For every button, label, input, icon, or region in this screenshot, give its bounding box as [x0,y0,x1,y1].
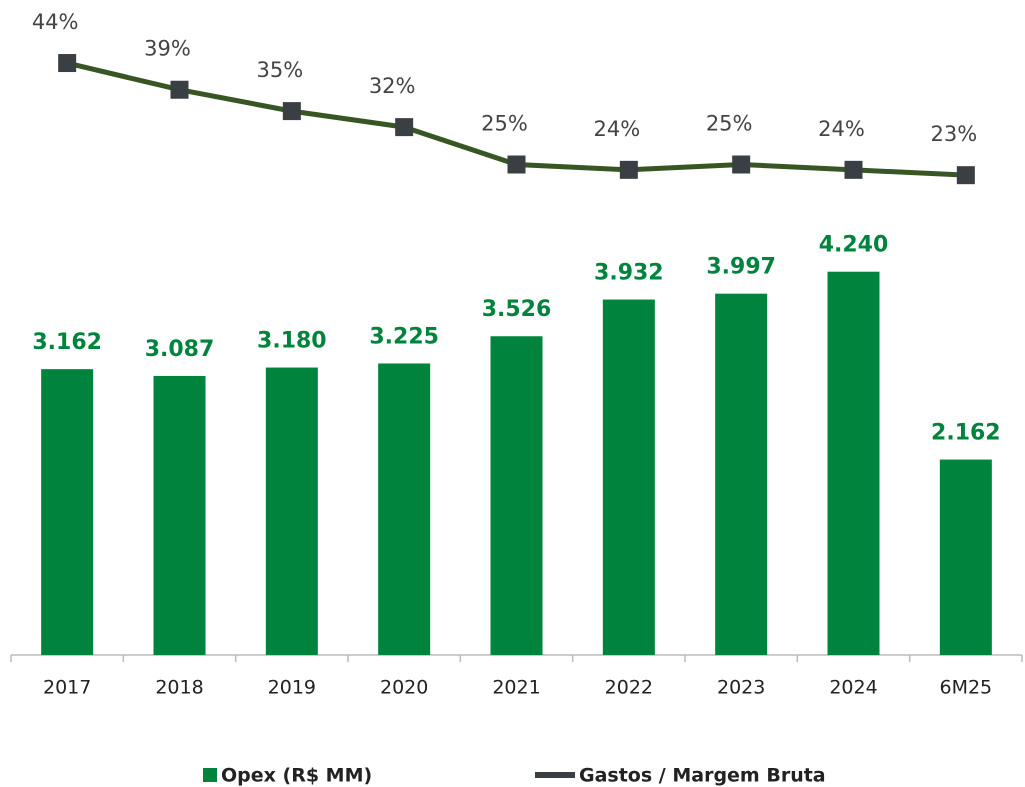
bar [153,375,206,655]
bar [827,271,880,655]
point-label: 25% [706,112,753,136]
bar [939,459,992,655]
bar-value-label: 3.225 [369,324,439,349]
legend-swatch [535,772,575,778]
x-tick-label: 2019 [268,677,316,699]
bar [715,293,768,655]
point-label: 32% [369,74,416,98]
x-tick-label: 2022 [605,677,653,699]
x-tick-label: 6M25 [939,677,992,699]
bar-value-label: 3.087 [145,337,215,362]
bar [265,367,318,655]
marker [282,102,301,121]
x-tick-label: 2023 [717,677,765,699]
marker [395,118,414,137]
marker [732,155,751,174]
bar-value-label: 2.162 [931,421,1001,446]
marker [170,80,189,99]
bar-value-label: 4.240 [819,233,889,258]
point-label: 44% [32,10,79,34]
marker [507,155,526,174]
x-tick-label: 2024 [829,677,877,699]
point-label: 39% [144,37,191,61]
x-tick-label: 2020 [380,677,428,699]
bar [378,363,431,655]
legend-label: Gastos / Margem Bruta [579,765,826,787]
bar-value-label: 3.526 [482,297,552,322]
bar-value-label: 3.162 [32,330,102,355]
bar [490,336,543,655]
point-label: 24% [818,117,865,141]
bar [602,299,655,655]
point-label: 35% [256,58,303,82]
x-tick-label: 2021 [492,677,540,699]
bar-value-label: 3.997 [706,255,776,280]
marker [58,54,77,73]
marker [619,160,638,179]
bar-value-label: 3.180 [257,329,327,354]
point-label: 24% [593,117,640,141]
marker [956,166,975,185]
marker [844,160,863,179]
bar-value-label: 3.932 [594,261,664,286]
x-tick-label: 2017 [43,677,91,699]
x-tick-label: 2018 [155,677,203,699]
legend-label: Opex (R$ MM) [221,765,372,787]
legend-swatch [203,768,217,782]
bar [41,369,94,655]
point-label: 25% [481,112,528,136]
point-label: 23% [930,122,977,146]
